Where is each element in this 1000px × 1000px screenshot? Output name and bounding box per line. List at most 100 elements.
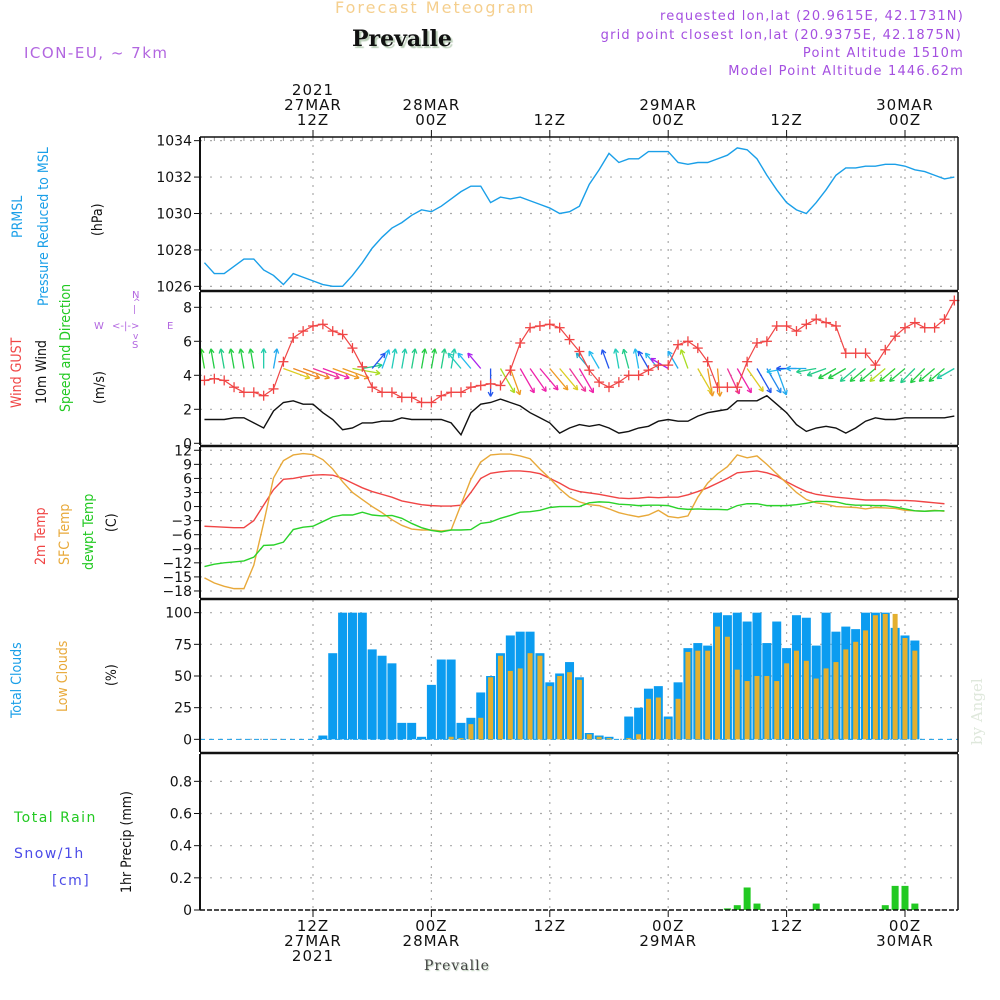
wind-arrow-head	[776, 367, 782, 372]
wind-arrow-head	[375, 369, 381, 374]
wind-gust-marker	[584, 365, 595, 376]
wind-gust-marker	[860, 348, 871, 359]
wind-arrow	[457, 352, 472, 369]
wind-arrow-head	[634, 348, 639, 354]
wind-arrow	[909, 368, 926, 384]
wind-arrow-head	[807, 374, 813, 377]
wind-arrow-head	[879, 379, 885, 382]
wind-arrow-head	[766, 368, 772, 373]
low-cloud-bar	[458, 738, 464, 740]
wind-arrow-shaft	[667, 350, 679, 369]
wind-arrow-head	[638, 350, 644, 355]
wind-arrow	[796, 367, 817, 375]
wind-arrow-head	[529, 389, 535, 394]
wind-arrow-head	[354, 377, 360, 380]
wind-arrow	[228, 348, 235, 369]
wind-arrow	[539, 368, 559, 391]
total-cloud-bar	[634, 707, 644, 740]
wind-arrow-shaft	[900, 368, 916, 384]
wind-gust-marker	[791, 326, 802, 337]
wind-arrow	[716, 368, 723, 397]
wind-arrow-head	[707, 389, 713, 394]
wind-gust-marker	[840, 348, 851, 359]
wind-arrow-shaft	[499, 368, 516, 394]
requested-coords: requested lon,lat (20.9615E, 42.1731N)	[659, 9, 964, 24]
total-cloud-bar	[772, 621, 782, 740]
wind-arrow-shaft	[220, 348, 225, 369]
top-time-label: 27MAR	[284, 96, 342, 114]
wind-arrow-head	[304, 377, 310, 380]
wind-arrow-shaft	[818, 367, 837, 380]
wind-arrow	[827, 367, 847, 380]
wind-arrow-head	[335, 373, 340, 379]
wind-arrow-shaft	[447, 352, 462, 369]
wind-arrow-head	[889, 379, 895, 382]
wind-arrow-shaft	[588, 350, 600, 369]
y-tick-label: 0	[183, 436, 192, 452]
wind-arrow-head	[404, 348, 408, 354]
wind-gust-marker	[337, 329, 348, 340]
wind-arrow	[391, 348, 398, 369]
rain-bar	[812, 903, 820, 910]
model-point-altitude: Model Point Altitude 1446.62m	[728, 64, 964, 79]
wind-gust-marker	[534, 321, 545, 331]
wind-arrow-head	[572, 387, 578, 391]
low-cloud-bar	[606, 738, 612, 740]
wind-arrow-shaft	[879, 368, 896, 382]
wind-gust-marker	[357, 361, 368, 372]
wind-gust-marker	[278, 356, 289, 367]
wind-arrow-head	[645, 352, 651, 356]
wind-arrow-head	[859, 376, 863, 382]
y-tick-label: 75	[174, 637, 192, 653]
wind-gust-marker	[465, 382, 476, 393]
low-cloud-bar	[734, 669, 740, 740]
wind-arrow-shaft	[622, 349, 630, 369]
low-cloud-bar	[685, 651, 691, 740]
low-cloud-bar	[744, 681, 750, 740]
wind-arrow-head	[734, 390, 740, 395]
wind-arrow-head	[566, 384, 569, 391]
wind-arrow-head	[580, 388, 586, 393]
wind-arrow-head	[509, 389, 515, 394]
low-cloud-bar	[892, 613, 898, 740]
y-tick-label: 0.4	[170, 839, 192, 855]
wind-arrow-head	[621, 349, 625, 355]
low-cloud-bar	[695, 650, 701, 740]
wind-arrow-head	[576, 352, 582, 356]
wind-gust-marker	[890, 331, 901, 342]
wind-arrow-head	[239, 348, 245, 354]
wind-gust-marker	[663, 360, 674, 371]
low-cloud-bar	[803, 660, 809, 740]
wind-arrow-shaft	[746, 368, 764, 392]
low-cloud-bar	[784, 663, 790, 740]
low-cloud-bar	[872, 615, 878, 740]
wind-arrow	[401, 348, 408, 369]
wind-gust-marker	[673, 339, 684, 350]
wind-gust-marker	[475, 380, 486, 391]
temp-sfc-line	[204, 452, 945, 590]
total-cloud-bar	[377, 655, 387, 740]
station-name: Prevalle	[352, 26, 452, 52]
wind-arrow	[637, 350, 650, 369]
wind-gust-marker	[229, 382, 240, 393]
total-cloud-bar	[328, 653, 338, 740]
y-tick-label: 0	[183, 903, 192, 919]
low-cloud-bar	[596, 736, 602, 740]
wind-gust-marker	[268, 383, 279, 394]
total-cloud-bar	[387, 663, 397, 740]
wind-arrow-shaft	[381, 349, 390, 369]
compass-north-arrow: ^	[133, 298, 141, 308]
wind-arrow-head	[248, 348, 251, 354]
low-cloud-bar	[507, 670, 513, 740]
wind-arrow	[430, 348, 438, 369]
rain-bar	[753, 903, 761, 910]
wind-arrow	[332, 367, 360, 380]
wind-arrow-head	[421, 348, 426, 354]
low-cloud-bar	[655, 697, 661, 740]
wind-arrow-shaft	[391, 348, 397, 369]
wind-arrow-shaft	[650, 357, 669, 370]
wind-arrow-head	[786, 365, 792, 370]
wind-arrow-shaft	[411, 348, 416, 369]
total-cloud-bar	[742, 621, 752, 740]
wind-arrow-head	[766, 371, 772, 375]
